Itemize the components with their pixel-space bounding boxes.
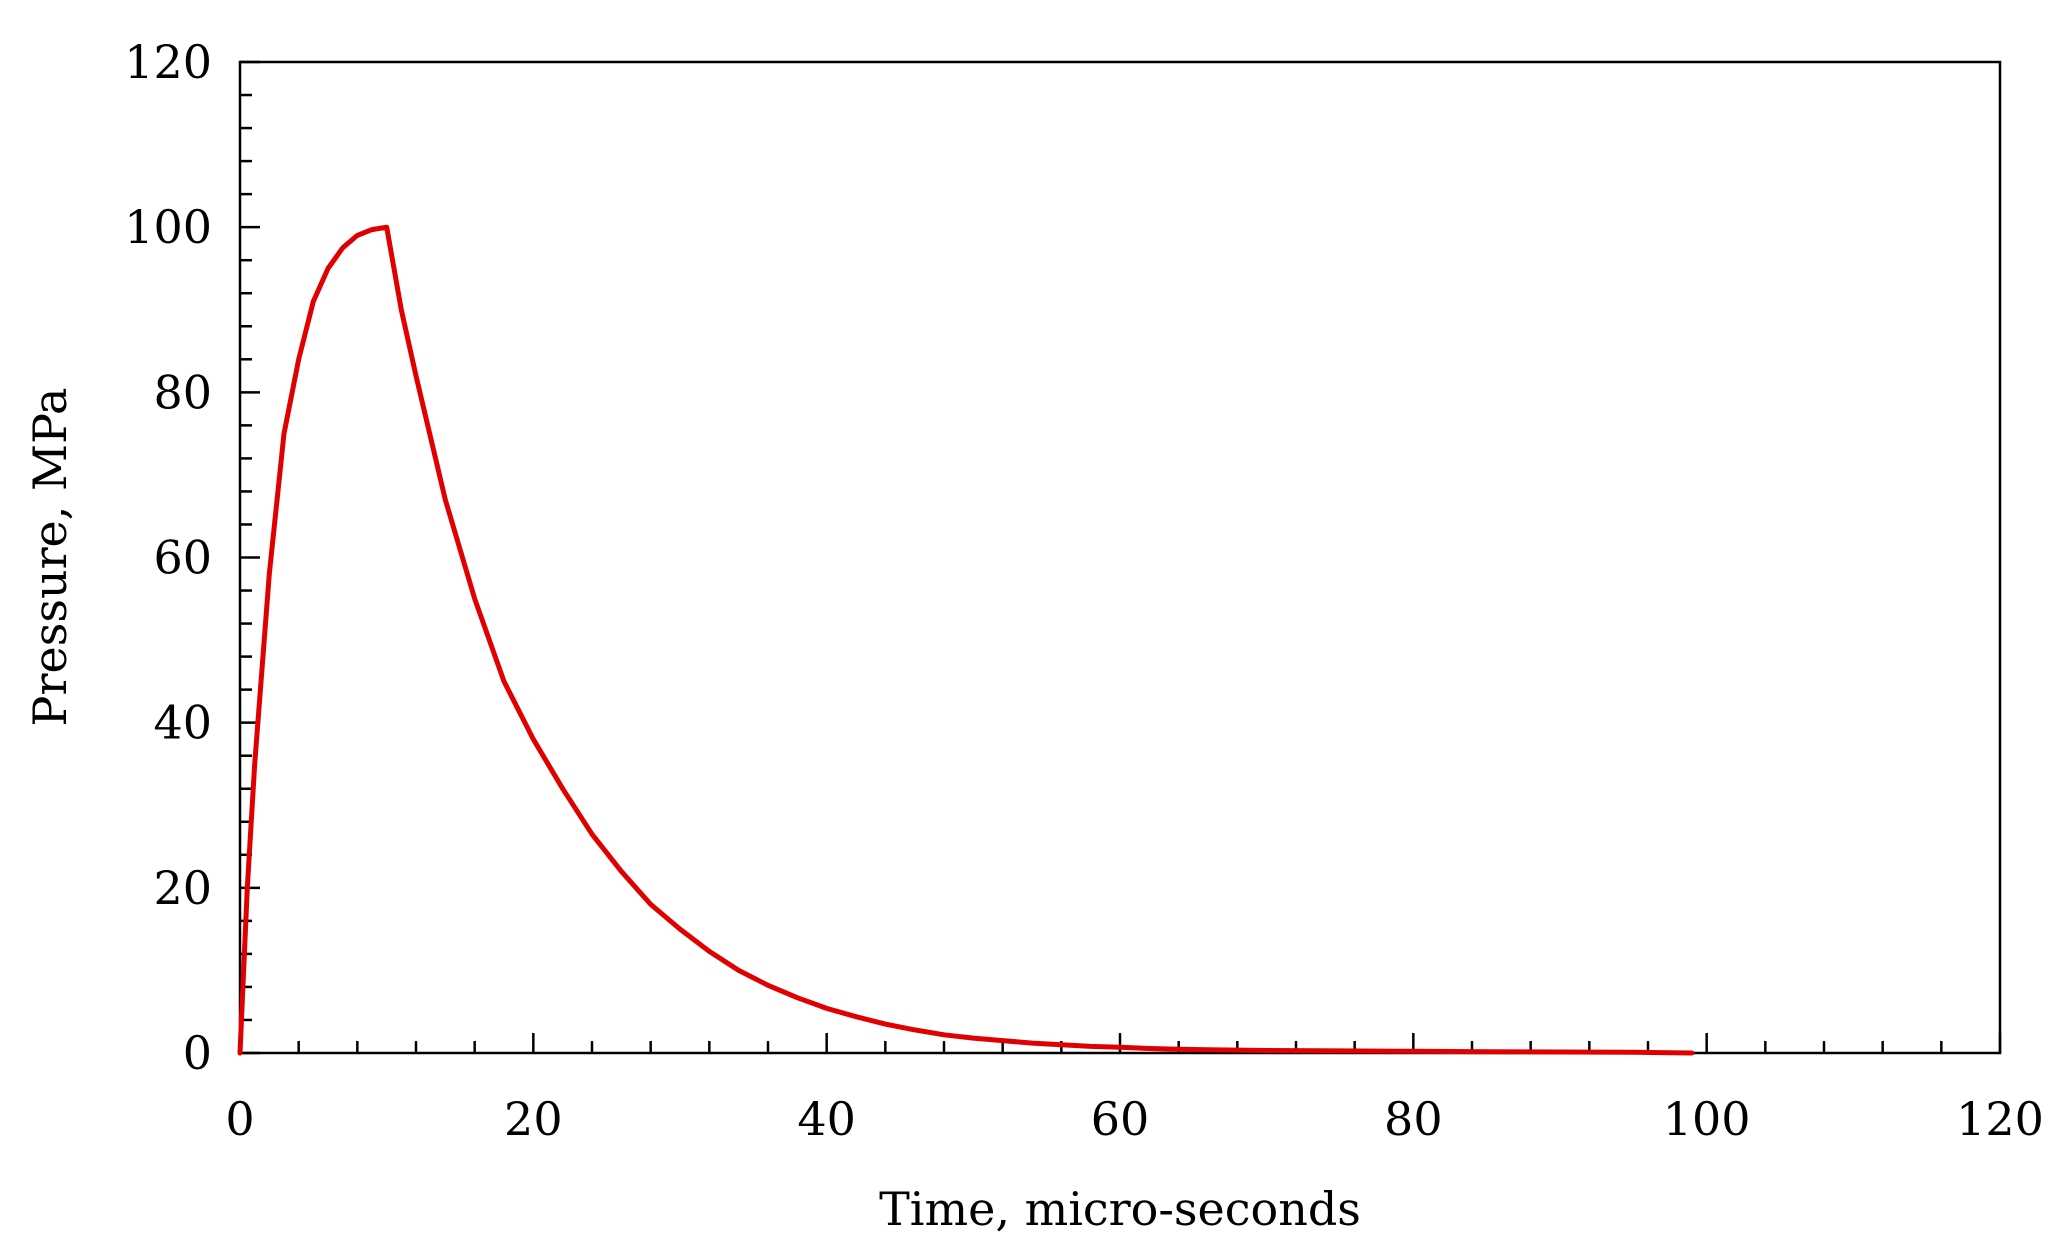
x-tick-label: 100: [1663, 1092, 1751, 1146]
y-tick-label: 20: [153, 861, 212, 915]
x-tick-label: 40: [797, 1092, 856, 1146]
x-tick-label: 20: [504, 1092, 563, 1146]
y-tick-label: 0: [183, 1026, 212, 1080]
series-layer: [237, 224, 1695, 1056]
x-tick-label: 80: [1384, 1092, 1443, 1146]
y-axis-title: Pressure, MPa: [23, 388, 77, 727]
axis-ticks: [238, 60, 2002, 1055]
plot-frame: [238, 60, 2002, 1055]
x-axis-tick-labels: 0 20 40 60 80 100 120: [225, 1092, 2044, 1146]
x-axis-title: Time, micro-seconds: [879, 1182, 1361, 1236]
y-tick-label: 120: [124, 35, 212, 89]
x-tick-label: 120: [1956, 1092, 2044, 1146]
pressure-series-line: [237, 224, 1695, 1056]
y-tick-label: 60: [153, 531, 212, 585]
y-tick-label: 100: [124, 200, 212, 254]
y-axis-tick-labels: 0 20 40 60 80 100 120: [124, 35, 212, 1080]
x-tick-label: 60: [1091, 1092, 1150, 1146]
x-tick-label: 0: [225, 1092, 254, 1146]
y-tick-label: 80: [153, 365, 212, 419]
y-tick-label: 40: [153, 696, 212, 750]
